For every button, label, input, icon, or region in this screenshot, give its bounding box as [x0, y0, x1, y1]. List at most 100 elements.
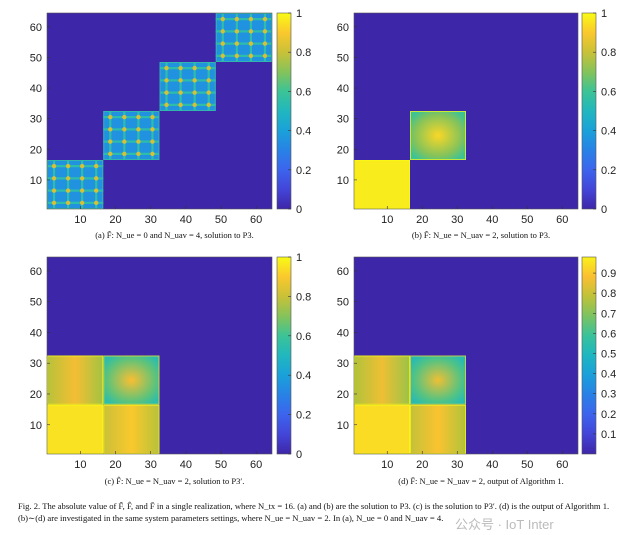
heatmap-peak [108, 114, 113, 120]
heatmap-peak [94, 188, 99, 193]
x-tick-label: 50 [215, 459, 227, 471]
y-tick-label: 50 [30, 52, 42, 64]
heatmap-peak [206, 90, 211, 95]
heatmap-block [103, 111, 160, 160]
colorbar-tick-label: 0.5 [601, 348, 616, 360]
heatmap-block-edge [103, 111, 160, 160]
y-tick-label: 60 [337, 22, 349, 34]
x-tick-label: 40 [486, 214, 498, 226]
colorbar-tick-label: 0.6 [296, 86, 311, 98]
heatmap-block-edge [103, 355, 160, 405]
subfigure-caption: (d) F̄: N_ue = N_uav = 2, output of Algo… [398, 476, 563, 486]
heatmap-panel-a: 10 20 30 40 50 60 10 20 30 40 50 60 0 0.2 0.4 0.6 0.8 1 (a… [30, 8, 312, 240]
heatmap-peak [262, 16, 268, 22]
subfigure-caption: (a) F̃: N_ue = 0 and N_uav = 4, solution… [95, 230, 254, 240]
y-tick-label: 40 [30, 83, 42, 95]
y-tick-label: 50 [337, 52, 349, 64]
y-tick-label: 20 [30, 389, 42, 401]
x-tick-label: 30 [451, 459, 463, 471]
x-tick-label: 60 [250, 214, 262, 226]
heatmap-block-edge [47, 160, 104, 209]
y-tick-label: 40 [30, 327, 42, 339]
heatmap-peak [206, 78, 211, 83]
heatmap-peak [164, 90, 169, 95]
heatmap-peak [94, 200, 99, 206]
x-tick-label: 50 [521, 459, 533, 471]
heatmap-peak [65, 163, 71, 169]
y-tick-label: 30 [337, 114, 349, 126]
heatmap-peak [248, 53, 254, 59]
heatmap-peak [248, 29, 254, 34]
heatmap-block-edge [215, 13, 272, 62]
heatmap-peak [122, 139, 127, 144]
colorbar-tick-label: 0.2 [601, 165, 616, 177]
heatmap-block [47, 355, 104, 405]
heatmap-peak [51, 188, 57, 193]
heatmap-peak [234, 41, 240, 46]
colorbar-tick-label: 0.8 [601, 47, 616, 59]
heatmap-peak [178, 65, 183, 71]
heatmap-peak [65, 176, 71, 181]
heatmap-peak [122, 114, 127, 120]
axis-frame [353, 256, 579, 455]
colorbar-tick-label: 0.2 [296, 165, 311, 177]
colorbar-tick-label: 0.7 [601, 308, 616, 320]
y-tick-label: 30 [337, 358, 349, 370]
colorbar-tick-label: 0.6 [601, 328, 616, 340]
heatmap-block-edge [410, 404, 466, 454]
heatmap-block-edge [410, 111, 466, 160]
colorbar-tick-label: 0 [296, 449, 302, 461]
colorbar-tick-label: 0.3 [601, 389, 616, 401]
heatmap-peak [65, 200, 71, 206]
axis-frame [46, 12, 273, 210]
heatmap-block [354, 160, 410, 209]
y-tick-label: 10 [30, 420, 42, 432]
colorbar-tick-label: 0.4 [296, 370, 311, 382]
colorbar-tick-label: 0 [601, 204, 607, 216]
heatmap-peak [262, 29, 268, 34]
heatmap-block-edge [159, 62, 216, 111]
x-tick-label: 20 [109, 214, 121, 226]
colorbar-tick-label: 0.9 [601, 268, 616, 280]
heatmap-peak [150, 139, 155, 144]
colorbar [276, 12, 292, 210]
heatmap-block-edge [103, 404, 160, 454]
heatmap-block [410, 404, 466, 454]
heatmap-peak [136, 114, 141, 120]
heatmap-block [410, 111, 466, 160]
heatmap-block-edge [354, 160, 410, 209]
y-tick-label: 60 [30, 22, 42, 34]
heatmap-block-edge [47, 404, 104, 454]
heatmap-peak [136, 151, 141, 157]
heatmap-peak [192, 90, 197, 95]
heatmap-peak [94, 176, 99, 181]
heatmap-block-edge [354, 355, 410, 405]
y-tick-label: 40 [337, 327, 349, 339]
subfigure-caption: (b) F̃: N_ue = N_uav = 2, solution to P3… [412, 230, 550, 240]
heatmap-peak [178, 78, 183, 83]
heatmap-peak [234, 16, 240, 22]
heatmap-peak [150, 114, 155, 120]
heatmap-peak [79, 176, 85, 181]
heatmap-peak [51, 200, 57, 206]
colorbar [276, 256, 292, 455]
heatmap-peak [262, 53, 268, 59]
colorbar-tick-label: 0.4 [601, 369, 616, 381]
colorbar [581, 12, 597, 210]
heatmap-peak [108, 127, 113, 132]
heatmap-peak [136, 127, 141, 132]
x-tick-label: 20 [109, 459, 121, 471]
colorbar-tick-label: 0.1 [601, 429, 616, 441]
colorbar-tick-label: 0.8 [601, 288, 616, 300]
heatmap-peak [79, 188, 85, 193]
colorbar-tick-label: 0.6 [601, 86, 616, 98]
heatmap-peak [122, 127, 127, 132]
watermark: 公众号 · IoT Inter [455, 517, 554, 532]
heatmap-peak [248, 16, 254, 22]
heatmap-peak [178, 90, 183, 95]
colorbar-tick-label: 0.2 [601, 409, 616, 421]
y-tick-label: 20 [337, 389, 349, 401]
heatmap-panel-c: 10 20 30 40 50 60 10 20 30 40 50 60 0 0.2 0.4 0.6 0.8 1 (c… [30, 252, 312, 486]
colorbar-tick-label: 1 [296, 8, 302, 20]
heatmap-peak [79, 163, 85, 169]
